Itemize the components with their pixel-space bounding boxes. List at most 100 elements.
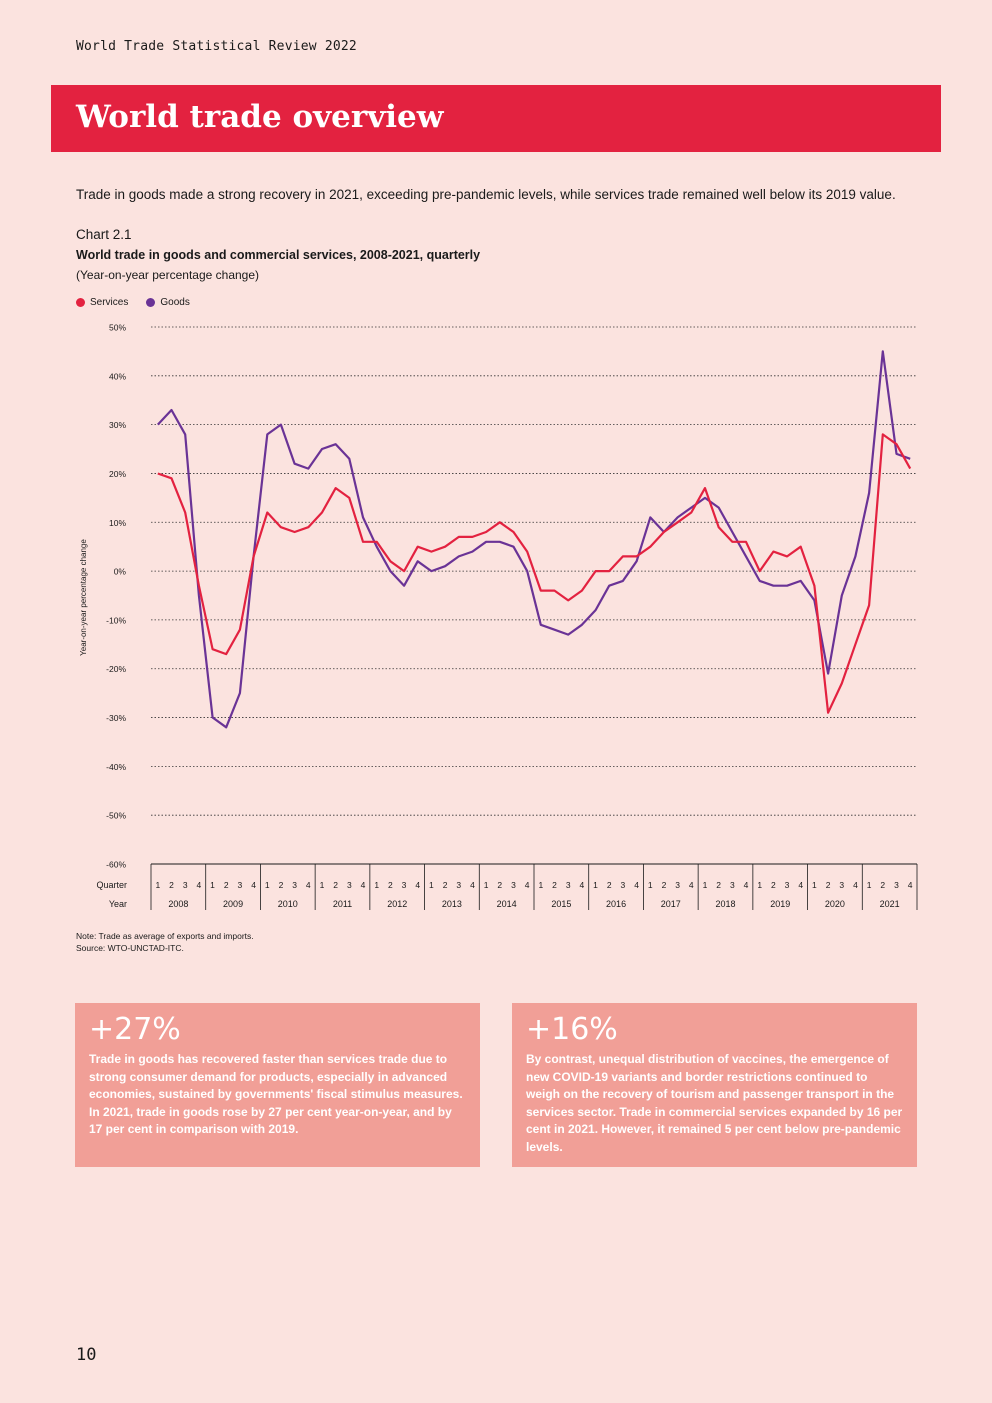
- stat-box-services: +16% By contrast, unequal distribution o…: [512, 1003, 917, 1167]
- quarter-tick-label: 3: [894, 880, 899, 890]
- year-tick-label: 2018: [715, 899, 735, 909]
- year-tick-label: 2021: [880, 899, 900, 909]
- stat-text-goods: Trade in goods has recovered faster than…: [89, 1052, 463, 1136]
- quarter-tick-label: 1: [703, 880, 708, 890]
- chart-title: World trade in goods and commercial serv…: [76, 248, 481, 262]
- quarter-tick-label: 2: [880, 880, 885, 890]
- y-tick-label: 20%: [109, 469, 126, 479]
- quarter-tick-label: 2: [552, 880, 557, 890]
- services-dot-icon: [76, 298, 85, 307]
- y-tick-label: -30%: [106, 713, 126, 723]
- quarter-tick-label: 4: [361, 880, 366, 890]
- chart-legend: Services Goods: [76, 297, 190, 308]
- quarter-axis-label: Quarter: [96, 880, 127, 890]
- year-tick-label: 2010: [278, 899, 298, 909]
- year-tick-label: 2012: [387, 899, 407, 909]
- stat-text-services: By contrast, unequal distribution of vac…: [526, 1052, 903, 1154]
- quarter-tick-label: 3: [785, 880, 790, 890]
- y-tick-label: -50%: [106, 811, 126, 821]
- quarter-tick-label: 4: [197, 880, 202, 890]
- y-tick-label: 30%: [109, 420, 126, 430]
- quarter-tick-label: 1: [374, 880, 379, 890]
- quarter-tick-label: 3: [730, 880, 735, 890]
- legend-item-services: Services: [76, 297, 128, 308]
- quarter-tick-label: 2: [224, 880, 229, 890]
- year-tick-label: 2017: [661, 899, 681, 909]
- quarter-tick-label: 2: [607, 880, 612, 890]
- quarter-tick-label: 4: [798, 880, 803, 890]
- quarter-tick-label: 3: [566, 880, 571, 890]
- quarter-tick-label: 2: [662, 880, 667, 890]
- quarter-tick-label: 2: [443, 880, 448, 890]
- quarter-tick-label: 1: [648, 880, 653, 890]
- page-number: 10: [76, 1345, 97, 1365]
- quarter-tick-label: 4: [853, 880, 858, 890]
- series-line-goods: [156, 350, 911, 729]
- quarter-tick-label: 3: [347, 880, 352, 890]
- year-tick-label: 2014: [497, 899, 517, 909]
- quarter-tick-label: 4: [470, 880, 475, 890]
- legend-item-goods: Goods: [146, 297, 190, 308]
- quarter-tick-label: 4: [251, 880, 256, 890]
- quarter-tick-label: 3: [621, 880, 626, 890]
- quarter-tick-label: 4: [306, 880, 311, 890]
- quarter-tick-label: 3: [183, 880, 188, 890]
- quarter-tick-label: 3: [456, 880, 461, 890]
- quarter-tick-label: 3: [402, 880, 407, 890]
- year-axis-label: Year: [109, 899, 127, 909]
- quarter-tick-label: 2: [169, 880, 174, 890]
- year-tick-label: 2013: [442, 899, 462, 909]
- chart-source: Source: WTO-UNCTAD-ITC.: [76, 943, 184, 953]
- quarter-tick-label: 4: [580, 880, 585, 890]
- series-line-services: [157, 433, 912, 714]
- y-tick-label: 10%: [109, 518, 126, 528]
- quarter-tick-label: 2: [771, 880, 776, 890]
- intro-paragraph: Trade in goods made a strong recovery in…: [76, 187, 896, 202]
- section-title: World trade overview: [76, 99, 444, 135]
- y-tick-label: 40%: [109, 371, 126, 381]
- y-tick-label: -20%: [106, 664, 126, 674]
- quarter-tick-label: 3: [839, 880, 844, 890]
- quarter-tick-label: 2: [388, 880, 393, 890]
- quarter-tick-label: 2: [826, 880, 831, 890]
- quarter-tick-label: 3: [675, 880, 680, 890]
- quarter-tick-label: 1: [593, 880, 598, 890]
- quarter-tick-label: 1: [429, 880, 434, 890]
- quarter-tick-label: 4: [744, 880, 749, 890]
- quarter-tick-label: 4: [908, 880, 913, 890]
- quarter-tick-label: 1: [320, 880, 325, 890]
- y-tick-label: -60%: [106, 860, 126, 870]
- quarter-tick-label: 1: [538, 880, 543, 890]
- stat-box-goods: +27% Trade in goods has recovered faster…: [75, 1003, 480, 1167]
- year-tick-label: 2008: [168, 899, 188, 909]
- quarter-tick-label: 3: [511, 880, 516, 890]
- quarter-tick-label: 1: [265, 880, 270, 890]
- quarter-tick-label: 2: [279, 880, 284, 890]
- stat-value-services: +16%: [526, 1012, 618, 1047]
- chart-subtitle: (Year-on-year percentage change): [76, 268, 260, 282]
- y-tick-label: 50%: [109, 323, 126, 333]
- stat-value-goods: +27%: [89, 1012, 181, 1047]
- quarter-tick-label: 1: [484, 880, 489, 890]
- quarter-tick-label: 4: [634, 880, 639, 890]
- quarter-tick-label: 1: [812, 880, 817, 890]
- quarter-tick-label: 2: [716, 880, 721, 890]
- y-axis-title: Year-on-year percentage change: [79, 539, 88, 656]
- quarter-tick-label: 4: [525, 880, 530, 890]
- quarter-tick-label: 2: [333, 880, 338, 890]
- year-tick-label: 2011: [333, 899, 352, 909]
- y-tick-label: -40%: [106, 762, 126, 772]
- quarter-tick-label: 4: [415, 880, 420, 890]
- line-chart: 50% 40% 30% 20% 10% 0% -10% -20% -30% -40% -50% -60…: [79, 323, 918, 910]
- quarter-tick-label: 1: [210, 880, 215, 890]
- quarter-tick-label: 3: [292, 880, 297, 890]
- year-tick-label: 2019: [770, 899, 790, 909]
- year-tick-label: 2020: [825, 899, 845, 909]
- year-tick-label: 2009: [223, 899, 243, 909]
- quarter-tick-label: 3: [238, 880, 243, 890]
- year-tick-label: 2015: [551, 899, 571, 909]
- quarter-tick-label: 4: [689, 880, 694, 890]
- quarter-tick-label: 2: [497, 880, 502, 890]
- chart-notes: Note: Trade as average of exports and im…: [76, 930, 254, 954]
- legend-label-goods: Goods: [160, 297, 190, 308]
